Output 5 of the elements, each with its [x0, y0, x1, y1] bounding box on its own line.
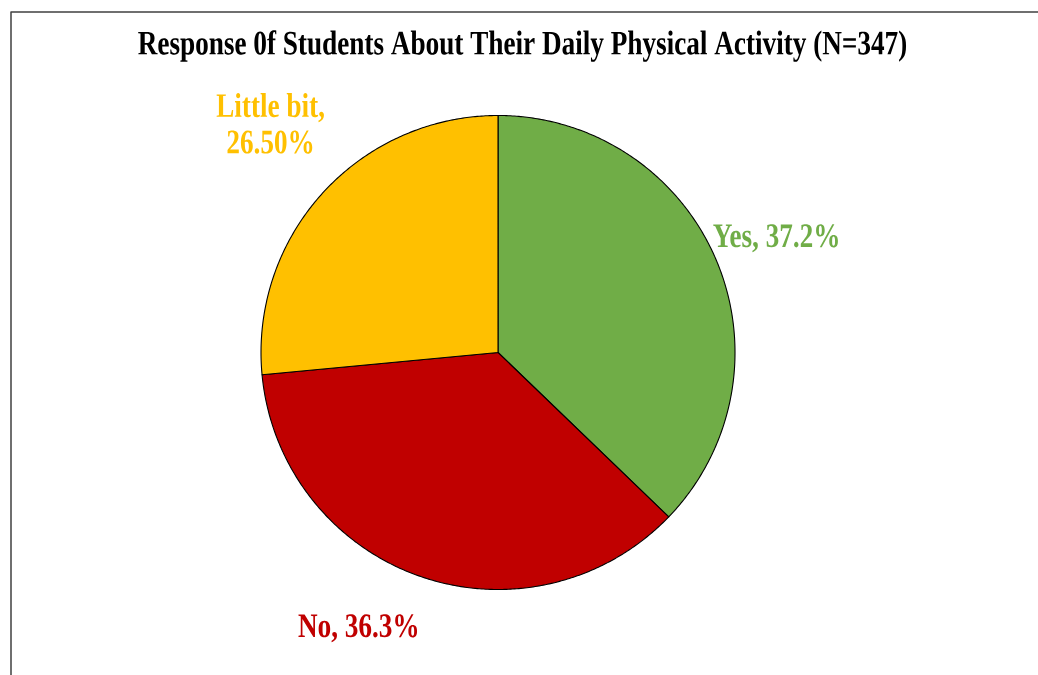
slice-label: Yes: [713, 224, 752, 248]
chart-title: Response 0f Students About Their Daily Physical Activity (N=347): [138, 30, 907, 62]
data-label: , 36.3%: [331, 614, 418, 643]
data-label: , 37.2%: [752, 224, 838, 253]
slice-label: No: [298, 614, 331, 638]
